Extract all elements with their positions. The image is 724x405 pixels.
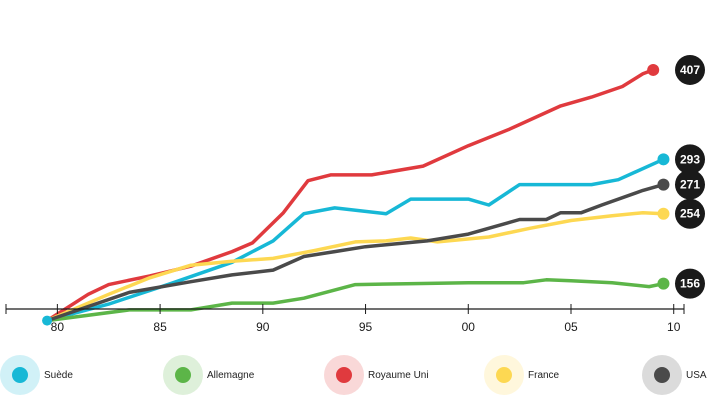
x-tick-label-00: 00 <box>462 320 476 334</box>
legend-dot-usa <box>654 367 670 383</box>
end-point-france <box>657 207 670 220</box>
legend-label-royaume-uni: Royaume Uni <box>368 369 429 381</box>
legend-dot-royaume-uni <box>336 367 352 383</box>
legend-label-france: France <box>528 369 560 381</box>
legend-swatch-france <box>484 355 524 395</box>
end-value-badge-royaume-uni <box>675 54 705 85</box>
end-point-su-de <box>657 153 670 166</box>
legend: Suède Allemagne Royaume Uni France USA <box>0 353 724 397</box>
legend-label-su-de: Suède <box>44 369 73 381</box>
legend-dot-su-de <box>12 367 28 383</box>
end-value-label-su-de: 293 <box>680 152 700 166</box>
end-value-label-allemagne: 156 <box>680 277 700 291</box>
x-tick-label-10: 10 <box>667 320 681 334</box>
end-value-label-royaume-uni: 407 <box>680 63 700 77</box>
legend-swatch-royaume-uni <box>324 355 364 395</box>
end-point-usa <box>657 178 670 191</box>
end-value-badge-france <box>675 198 705 229</box>
legend-item-royaume-uni: Royaume Uni <box>324 353 429 397</box>
end-value-badge-su-de <box>675 144 705 175</box>
end-point-allemagne <box>657 277 670 290</box>
legend-label-allemagne: Allemagne <box>207 369 255 381</box>
legend-swatch-allemagne <box>163 355 203 395</box>
x-tick-label-05: 05 <box>564 320 578 334</box>
x-tick-label-85: 85 <box>153 320 167 334</box>
series-line-usa <box>45 182 666 323</box>
legend-item-su-de: Suède <box>0 353 73 397</box>
series-line-royaume-uni <box>45 68 655 323</box>
x-tick-label-90: 90 <box>256 320 270 334</box>
legend-item-allemagne: Allemagne <box>163 353 254 397</box>
x-tick-label-95: 95 <box>359 320 373 334</box>
series-lines <box>45 68 666 323</box>
legend-swatch-usa <box>642 355 682 395</box>
end-point-royaume-uni <box>647 63 660 76</box>
legend-dot-france <box>496 367 512 383</box>
end-value-badge-usa <box>675 169 705 200</box>
end-value-badge-allemagne <box>675 268 705 299</box>
start-point <box>42 315 53 326</box>
line-chart: 80 85 90 95 00 05 10 293 156 407 254 271 <box>5 54 705 334</box>
end-value-label-usa: 271 <box>680 178 700 192</box>
series-end-markers: 293 156 407 254 271 <box>42 54 705 326</box>
x-tick-label-80: 80 <box>51 320 65 334</box>
legend-swatch-su-de <box>0 355 40 395</box>
x-axis: 80 85 90 95 00 05 10 <box>5 304 685 334</box>
legend-label-usa: USA <box>686 369 707 381</box>
legend-dot-allemagne <box>175 367 191 383</box>
legend-item-usa: USA <box>642 353 707 397</box>
end-value-label-france: 254 <box>680 207 700 221</box>
series-line-su-de <box>45 157 666 323</box>
series-line-france <box>45 210 666 323</box>
legend-item-france: France <box>484 353 559 397</box>
series-line-allemagne <box>45 278 666 323</box>
